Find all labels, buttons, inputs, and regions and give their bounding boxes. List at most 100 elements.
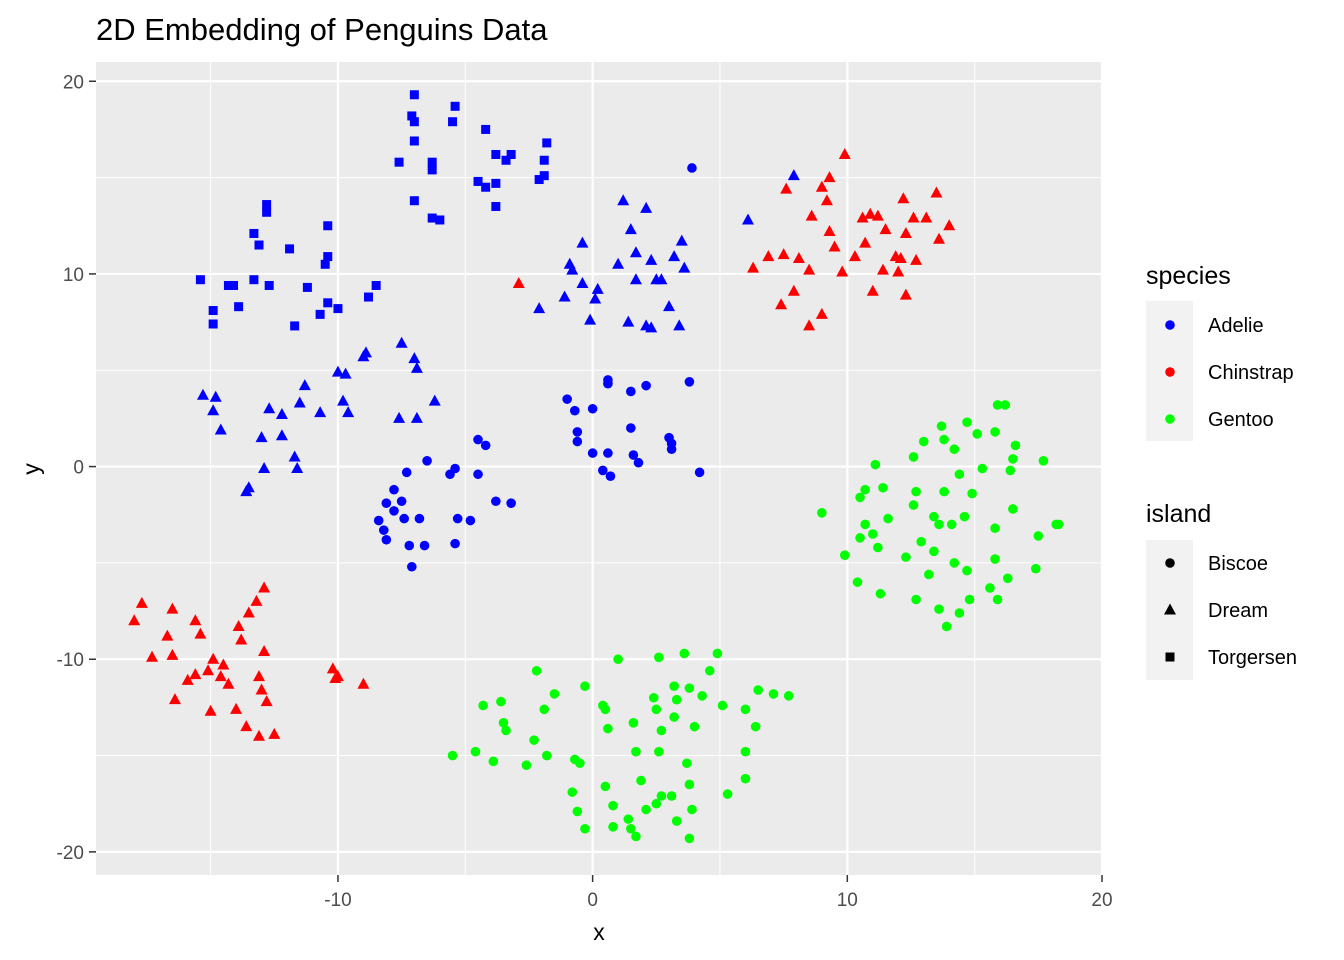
data-point [255,431,268,443]
data-point [161,629,174,641]
data-point [954,469,965,480]
data-point [275,429,288,441]
data-point [929,511,939,522]
data-point [651,704,662,715]
data-point [194,627,207,639]
data-point [666,444,677,455]
data-point [450,538,460,549]
data-point [817,508,827,518]
data-point [934,604,944,614]
data-point [371,280,381,290]
data-point [254,240,264,250]
data-point [1005,465,1016,476]
data-point [633,457,644,468]
data-point [985,583,995,593]
data-point [943,219,956,231]
data-point [207,404,220,416]
data-point [949,444,960,455]
data-point [628,450,639,460]
data-point [815,180,828,192]
data-point [488,756,499,767]
data-point [924,569,934,580]
data-point [855,492,865,503]
data-point [357,350,370,362]
data-point [189,614,202,626]
data-point [240,720,253,732]
data-point [864,207,877,219]
data-point [255,683,268,695]
legend-key-torgersen [1165,652,1175,662]
data-point [860,484,870,495]
data-point [252,670,265,682]
data-point [929,546,939,557]
data-point [671,694,682,705]
data-point [572,427,583,437]
x-axis-title: x [593,919,605,945]
data-point [249,228,259,238]
data-point [242,606,255,618]
data-point [697,691,707,701]
data-point [422,455,432,466]
data-point [572,806,583,817]
data-point [222,677,235,689]
data-point [722,789,733,799]
data-point [787,169,800,181]
data-point [839,550,850,560]
data-point [470,746,481,757]
data-point [357,677,370,689]
data-point [866,284,879,296]
data-point [930,186,943,198]
series-chinstrap-dream [128,147,956,741]
data-point [967,488,977,499]
data-point [678,261,691,273]
data-point [427,157,437,167]
data-point [645,253,658,265]
data-point [378,525,389,535]
legend-label-biscoe: Biscoe [1208,553,1268,575]
data-point [268,727,281,739]
island-legend-title: island [1146,500,1211,528]
data-point [682,758,692,769]
data-point [396,496,407,507]
data-point [558,290,571,302]
data-point [448,117,458,127]
data-point [871,209,884,221]
series-adelie-biscoe [373,163,705,572]
data-point [208,306,218,316]
data-point [962,417,972,428]
data-point [263,402,276,414]
data-point [908,500,919,510]
data-point [740,704,751,715]
data-point [663,300,676,312]
data-point [562,394,572,404]
data-point [539,171,549,181]
data-point [252,729,265,741]
legend-key-dream [1164,603,1176,615]
data-point [654,746,664,757]
data-points [128,90,1064,844]
data-point [645,321,658,333]
data-point [875,588,886,599]
data-point [838,147,851,159]
legend-key-adelie [1165,320,1175,330]
data-point [860,519,870,530]
data-point [741,213,754,225]
data-point [671,816,682,826]
data-point [501,725,511,736]
data-point [531,665,542,676]
data-point [166,602,179,614]
data-point [539,704,550,715]
data-point [608,800,618,811]
data-point [939,434,949,445]
data-point [603,448,613,458]
data-point [918,436,929,447]
data-point [613,654,623,665]
data-point [805,209,818,221]
data-point [608,822,618,832]
data-point [936,421,947,431]
data-point [687,804,697,815]
data-point [435,215,445,225]
data-point [605,471,616,482]
data-point [393,411,406,423]
data-point [491,201,501,211]
